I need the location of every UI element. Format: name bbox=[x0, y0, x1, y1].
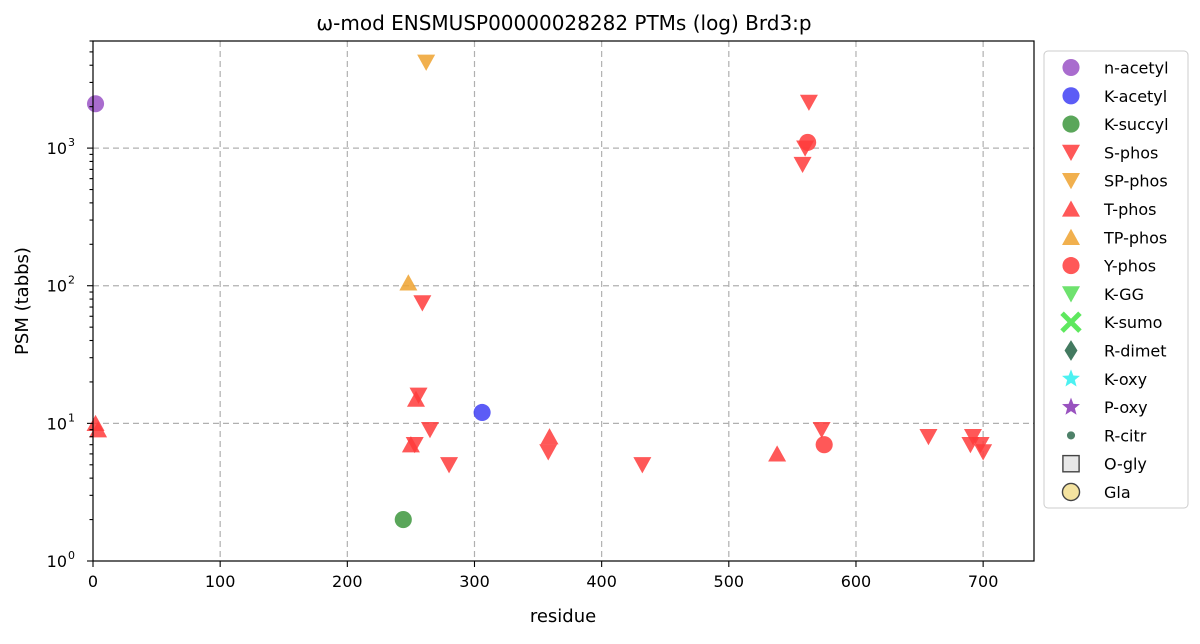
n-acetyl-point bbox=[86, 95, 105, 113]
SP-phos-point bbox=[417, 54, 436, 71]
x-tick-label: 300 bbox=[459, 572, 490, 591]
K-acetyl-point bbox=[473, 403, 491, 422]
y-tick-exponent: 1 bbox=[68, 411, 75, 424]
S-phos-point bbox=[420, 422, 439, 439]
Y-phos-point bbox=[815, 436, 833, 454]
S-phos-point bbox=[633, 457, 652, 474]
plot-frame bbox=[92, 40, 1035, 562]
K-oxy-legend-marker bbox=[1062, 369, 1080, 387]
x-tick-label: 200 bbox=[332, 572, 363, 591]
y-tick-exponent: 0 bbox=[68, 549, 75, 562]
x-tick-label: 700 bbox=[968, 572, 999, 591]
legend-label: K-acetyl bbox=[1104, 87, 1167, 106]
legend-label: Gla bbox=[1104, 483, 1131, 502]
x-axis-label: residue bbox=[530, 606, 596, 627]
y-tick-exponent: 3 bbox=[68, 136, 75, 149]
K-acetyl-legend-marker bbox=[1062, 87, 1080, 105]
R-dimet-legend-marker bbox=[1064, 340, 1078, 361]
K-sumo-legend-marker bbox=[1060, 311, 1082, 333]
legend-frame bbox=[1043, 50, 1189, 509]
legend-label: TP-phos bbox=[1103, 228, 1167, 247]
S-phos-point bbox=[812, 422, 831, 439]
K-GG-legend-marker bbox=[1062, 286, 1080, 303]
S-phos-point bbox=[413, 295, 432, 312]
y-tick-label: 10 bbox=[47, 139, 67, 158]
y-axis-label: PSM (tabbs) bbox=[12, 247, 33, 355]
data-points bbox=[86, 54, 993, 529]
legend-label: Y-phos bbox=[1103, 257, 1156, 276]
T-phos-point bbox=[540, 428, 559, 445]
legend-label: P-oxy bbox=[1104, 398, 1148, 417]
y-tick-label: 10 bbox=[47, 277, 67, 296]
Y-phos-point bbox=[799, 133, 817, 151]
R-citr-legend-marker bbox=[1066, 431, 1076, 440]
S-phos-point bbox=[793, 156, 812, 174]
T-phos-point bbox=[406, 390, 425, 407]
x-tick-label: 0 bbox=[88, 572, 98, 591]
n-acetyl-legend-marker bbox=[1062, 58, 1080, 77]
legend-label: R-dimet bbox=[1104, 342, 1167, 361]
legend-label: K-sumo bbox=[1104, 313, 1162, 332]
TP-phos-point bbox=[399, 274, 418, 291]
O-gly-legend-marker bbox=[1062, 454, 1080, 473]
x-tick-label: 500 bbox=[714, 572, 745, 591]
chart-title: ω-mod ENSMUSP00000028282 PTMs (log) Brd3… bbox=[316, 11, 811, 35]
S-phos-point bbox=[799, 94, 818, 111]
legend-label: T-phos bbox=[1103, 200, 1157, 219]
S-phos-point bbox=[974, 444, 993, 461]
T-phos-point bbox=[768, 445, 787, 462]
K-succyl-point bbox=[394, 511, 412, 529]
x-tick-label: 600 bbox=[841, 572, 872, 591]
y-tick-label: 10 bbox=[47, 552, 67, 571]
T-phos-legend-marker bbox=[1062, 200, 1080, 217]
x-tick-label: 400 bbox=[586, 572, 617, 591]
legend-label: K-succyl bbox=[1104, 115, 1169, 134]
K-succyl-legend-marker bbox=[1062, 115, 1080, 133]
legend-label: n-acetyl bbox=[1104, 59, 1169, 78]
x-axis-ticks: 0 100 200 300 400 500 600 700 bbox=[88, 561, 999, 591]
x-tick-label: 100 bbox=[205, 572, 236, 591]
TP-phos-legend-marker bbox=[1062, 228, 1080, 245]
Y-phos-legend-marker bbox=[1062, 257, 1080, 275]
S-phos-point bbox=[539, 444, 558, 461]
S-phos-point bbox=[440, 457, 459, 474]
legend-label: K-oxy bbox=[1104, 370, 1147, 389]
T-phos-point bbox=[401, 436, 420, 453]
legend: n-acetyl K-acetyl K-succyl S-phos SP-phos T-p… bbox=[1043, 50, 1189, 509]
legend-label: O-gly bbox=[1104, 455, 1147, 474]
legend-label: S-phos bbox=[1104, 143, 1158, 162]
Gla-legend-marker bbox=[1061, 482, 1081, 502]
SP-phos-legend-marker bbox=[1062, 173, 1080, 190]
S-phos-legend-marker bbox=[1062, 144, 1080, 161]
P-oxy-legend-marker bbox=[1062, 397, 1080, 415]
legend-label: SP-phos bbox=[1104, 172, 1168, 191]
legend-label: R-citr bbox=[1104, 426, 1147, 445]
y-tick-exponent: 2 bbox=[68, 274, 75, 287]
grid-lines bbox=[93, 41, 1034, 561]
y-tick-label: 10 bbox=[47, 414, 67, 433]
S-phos-point bbox=[919, 429, 938, 446]
legend-label: K-GG bbox=[1104, 285, 1144, 304]
